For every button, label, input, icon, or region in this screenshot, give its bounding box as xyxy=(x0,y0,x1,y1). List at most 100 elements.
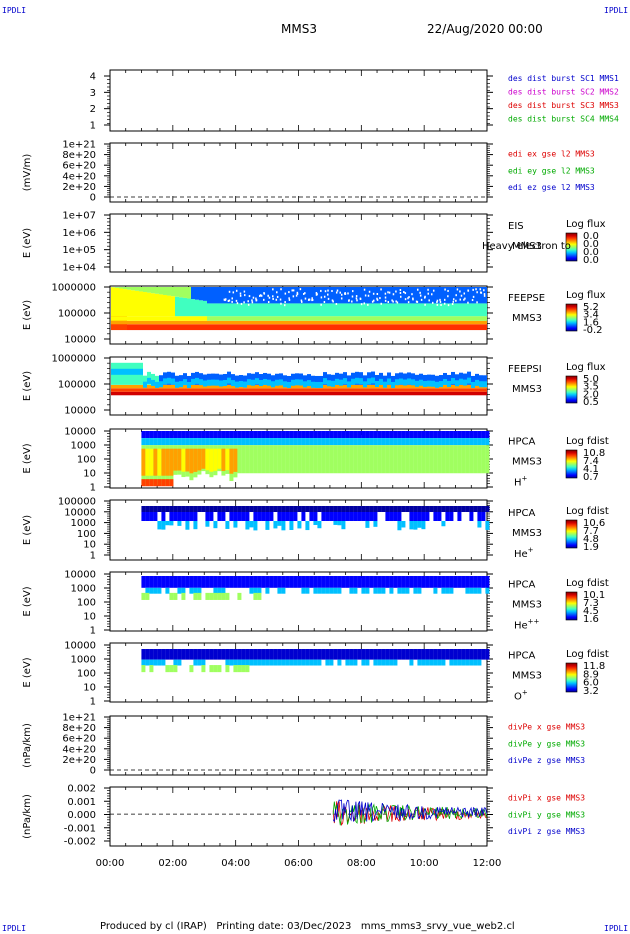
spectrogram-cell xyxy=(157,506,162,512)
spectrogram-cell xyxy=(429,438,434,446)
spectrogram-cell xyxy=(463,391,467,396)
spectrogram-cell xyxy=(111,391,115,396)
spectrogram-cell xyxy=(297,521,302,529)
spectrogram-cell xyxy=(464,297,466,300)
spectrogram-cell xyxy=(241,445,246,474)
spectrogram-cell xyxy=(205,592,210,600)
legend-entry: divPi y gse MMS3 xyxy=(508,810,585,819)
spectrogram-cell xyxy=(387,378,391,385)
spectrogram-cell xyxy=(223,324,227,331)
spectrogram-cell xyxy=(460,294,463,297)
spectrogram-cell xyxy=(283,375,287,385)
spectrogram-cell xyxy=(223,287,227,304)
spectrogram-cell xyxy=(368,290,371,293)
spectrogram-cell xyxy=(247,320,251,325)
spectrogram-cell xyxy=(481,506,486,512)
spectrogram-cell xyxy=(293,438,298,446)
spectrogram-cell xyxy=(291,316,295,321)
spectrogram-cell xyxy=(233,649,238,660)
spectrogram-cell xyxy=(141,659,146,666)
spectrogram-cell xyxy=(157,587,162,594)
spectrogram-cell xyxy=(225,659,230,666)
spectrogram-cell xyxy=(371,377,375,384)
spectrogram-cell xyxy=(127,287,131,290)
spectrogram-cell xyxy=(333,506,338,512)
spectrogram-cell xyxy=(443,372,447,385)
instrument-label: FEEPSE xyxy=(508,293,545,304)
spectrogram-cell xyxy=(259,384,263,389)
spectrogram-cell xyxy=(441,576,446,588)
spectrogram-cell xyxy=(455,287,459,304)
spectrogram-cell xyxy=(423,374,427,385)
spectrogram-cell xyxy=(399,388,403,392)
spectrogram-cell xyxy=(253,576,258,588)
spectrogram-cell xyxy=(159,316,163,321)
spectrogram-cell xyxy=(439,320,443,325)
spectrogram-cell xyxy=(353,649,358,660)
spectrogram-cell xyxy=(211,324,215,331)
legend-entry: des dist burst SC1 MMS1 xyxy=(508,74,619,83)
spectrogram-cell xyxy=(221,576,226,588)
spectrogram-cell xyxy=(175,324,179,331)
spectrogram-cell xyxy=(452,298,455,301)
spectrogram-cell xyxy=(351,324,355,331)
spectrogram-cell xyxy=(343,388,347,392)
spectrogram-cell xyxy=(381,659,386,666)
spectrogram-cell xyxy=(145,448,150,476)
spectrogram-cell xyxy=(315,381,319,388)
spectrogram-cell xyxy=(207,324,211,331)
spectrogram-cell xyxy=(425,659,430,666)
spectrogram-cell xyxy=(135,384,139,389)
spectrogram-cell xyxy=(375,374,379,385)
spectrogram-cell xyxy=(437,576,442,588)
spectrogram-cell xyxy=(479,303,483,317)
spectrogram-cell xyxy=(165,431,170,439)
spectrogram-cell xyxy=(259,324,263,331)
spectrogram-cell xyxy=(447,289,449,292)
spectrogram-cell xyxy=(217,431,222,439)
legend-entry: divPe x gse MMS3 xyxy=(508,722,585,731)
spectrogram-cell xyxy=(191,287,195,300)
spectrogram-cell xyxy=(251,301,254,304)
spectrogram-cell xyxy=(249,649,254,660)
spectrogram-cell xyxy=(155,320,159,325)
spectrogram-cell xyxy=(301,576,306,588)
y-axis-label: (nPa/km) xyxy=(22,723,33,768)
spectrogram-cell xyxy=(371,316,375,321)
spectrogram-cell xyxy=(203,374,207,385)
spectrogram-cell xyxy=(379,324,383,331)
spectrogram-cell xyxy=(287,320,291,325)
spectrogram-cell xyxy=(217,512,222,521)
spectrogram-cell xyxy=(429,431,434,439)
spectrogram-cell xyxy=(268,296,271,299)
spectrogram-cell xyxy=(115,388,119,392)
spectrogram-cell xyxy=(297,431,302,439)
spectrogram-cell xyxy=(157,479,162,487)
spectrogram-cell xyxy=(279,384,283,389)
spectrogram-cell xyxy=(347,316,351,321)
spectrogram-cell xyxy=(311,316,315,321)
corner-label-bottom-left: IPDLI xyxy=(2,924,27,933)
spectrogram-cell xyxy=(399,295,402,298)
panel-hpca-he2 xyxy=(104,571,578,632)
spectrogram-cell xyxy=(337,445,342,474)
spectrogram-cell xyxy=(485,506,490,512)
spectrogram-cell xyxy=(209,438,214,446)
spectrogram-cell xyxy=(279,379,283,386)
spectrogram-cell xyxy=(307,324,311,331)
spectrogram-cell xyxy=(319,303,323,317)
spectrogram-cell xyxy=(379,384,383,389)
spectrogram-cell xyxy=(329,445,334,474)
spectrogram-cell xyxy=(267,320,271,325)
spectrogram-cell xyxy=(147,292,151,317)
spectrogram-cell xyxy=(169,431,174,439)
spectrogram-cell xyxy=(205,448,210,471)
spectrogram-cell xyxy=(407,320,411,325)
spectrogram-cell xyxy=(345,438,350,446)
spectrogram-cell xyxy=(477,431,482,439)
spectrogram-cell xyxy=(193,431,198,439)
spectrogram-cell xyxy=(233,659,238,666)
spectrogram-cell xyxy=(467,391,471,396)
spectrogram-cell xyxy=(395,324,399,331)
spectrogram-cell xyxy=(407,303,411,317)
